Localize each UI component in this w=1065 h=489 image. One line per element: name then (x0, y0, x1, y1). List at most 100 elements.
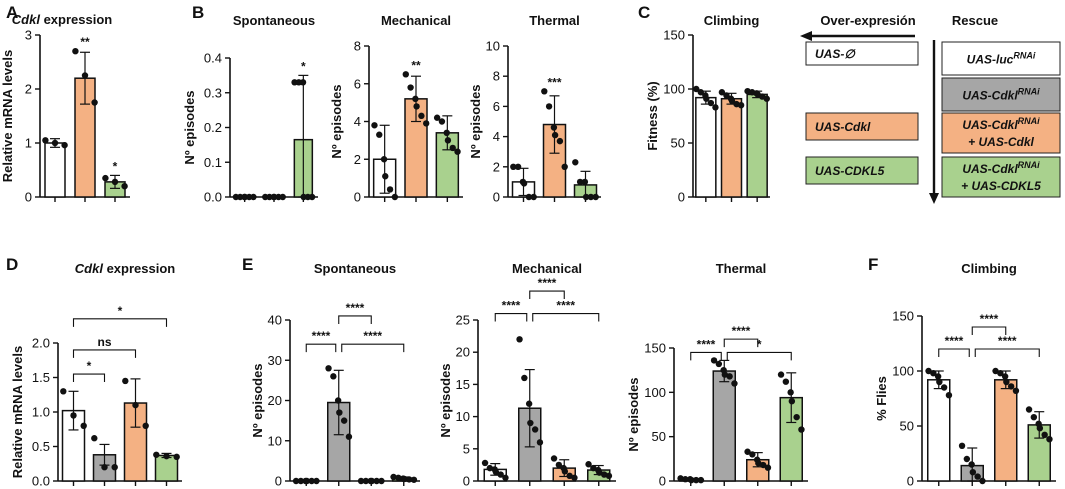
b2-ytick-label: 0 (354, 190, 361, 205)
b2-ytick-label: 2 (354, 152, 361, 167)
b2-point (386, 186, 394, 193)
a-title: Cdkl expression (12, 12, 112, 27)
a-ytick-label: 2 (25, 82, 32, 97)
b3-ytick-label: 4 (493, 129, 500, 144)
e2-ytick-label: 0 (463, 474, 470, 489)
e1-point (357, 477, 365, 485)
e2-point (585, 461, 592, 468)
c-ytick-label: 0 (678, 190, 685, 205)
b3-point (582, 193, 590, 201)
f-point (925, 367, 932, 375)
e2-ytick-label: 25 (456, 313, 470, 328)
e2-bracket-2 (532, 313, 600, 322)
b1-ytick-label: 0.0 (204, 190, 222, 205)
legend-overexpression-title: Over-expresión (820, 13, 915, 28)
e2-point (605, 472, 613, 480)
c-bar-0 (695, 96, 717, 198)
c-ytick-label: 100 (663, 82, 685, 97)
f-title: Climbing (961, 261, 1017, 276)
e2-point (502, 474, 509, 481)
e1-ytick-label: 0 (275, 474, 282, 489)
e3-bracket-label-1: **** (732, 324, 751, 338)
e1-bracket-label-0: **** (312, 329, 331, 343)
b2-point (444, 137, 452, 144)
d-point (91, 435, 98, 442)
legend-rescue-title: Rescue (952, 13, 998, 28)
b2-ytick-label: 6 (354, 76, 361, 91)
b2-ytick-label: 8 (354, 39, 361, 54)
b1-title: Spontaneous (233, 13, 315, 28)
e1-ylabel: Nº episodes (250, 363, 265, 437)
f-bracket-label-0: **** (945, 334, 964, 348)
e2-point (571, 474, 578, 481)
legend-rescue-label-1: UAS-CdklRNAi (962, 87, 1040, 103)
b2-ylabel: Nº episodes (329, 84, 344, 158)
e1-point (368, 477, 376, 485)
d-bracket-1 (72, 349, 137, 358)
a-ytick-label: 3 (25, 28, 32, 43)
f-point (1003, 378, 1010, 386)
legend-rescue-label-2: UAS-CdklRNAi (962, 116, 1040, 132)
e2-ylabel: Nº episodes (438, 363, 453, 437)
legend-rescue-box-2 (941, 112, 1061, 154)
e1-bracket-1 (338, 315, 372, 324)
c-point (718, 89, 726, 96)
rescue-arrowhead (929, 193, 939, 204)
b1-ytick-label: 0.1 (204, 155, 222, 170)
b3-ytick-label: 10 (486, 39, 500, 54)
e3-point (787, 389, 794, 396)
e2-ytick-label: 20 (456, 345, 470, 360)
c-point (728, 97, 736, 105)
f-point (934, 373, 942, 380)
e1-ytick-label: 30 (268, 353, 282, 368)
e3-point (731, 380, 738, 387)
panel-letter-a: A (6, 3, 18, 22)
f-bracket-2 (974, 348, 1040, 357)
f-ytick-label: 0 (907, 474, 914, 489)
d-ytick-label: 1.0 (32, 405, 50, 420)
a-point (91, 99, 98, 106)
e3-title: Thermal (716, 261, 767, 276)
e2-point (555, 461, 563, 469)
b2-point (443, 129, 450, 137)
d-point (80, 422, 87, 429)
a-sig-2: * (113, 159, 118, 173)
a-point (81, 72, 89, 79)
e1-point (308, 477, 315, 485)
e2-point (550, 455, 558, 462)
b3-sig-1: *** (547, 75, 561, 89)
b1-ytick-label: 0.2 (204, 120, 222, 135)
e3-ytick-label: 50 (652, 429, 666, 444)
e3-point (782, 378, 790, 385)
f-point (1036, 425, 1044, 432)
f-point (940, 384, 948, 391)
e3-bracket-1 (723, 338, 759, 348)
f-ylabel: % Flies (874, 376, 889, 421)
e3-point (744, 448, 751, 455)
e1-point (313, 477, 320, 485)
b3-point (561, 163, 568, 170)
c-title: Climbing (704, 13, 760, 28)
b3-point (510, 163, 517, 170)
e2-bracket-label-1: **** (538, 276, 557, 290)
e1-point (325, 365, 332, 372)
e1-point (410, 476, 418, 483)
legend-overexpression-label-1: UAS-Cdkl (815, 120, 871, 134)
b1-point (279, 193, 286, 201)
e3-point (697, 476, 705, 484)
a-point (42, 137, 49, 144)
a-sig-1: ** (80, 35, 90, 49)
e2-ytick-label: 15 (456, 377, 470, 392)
e3-point (677, 475, 684, 482)
b3-title: Thermal (529, 13, 580, 28)
f-bracket-label-1: **** (980, 312, 999, 326)
b2-point (423, 120, 430, 127)
a-ytick-label: 1 (25, 136, 32, 151)
e3-ylabel: Nº episodes (626, 377, 641, 451)
f-point (1041, 431, 1048, 438)
b3-ytick-label: 8 (493, 69, 500, 84)
b3-point (556, 137, 564, 145)
b3-point (592, 193, 599, 201)
legend-overexpression-box-1 (805, 112, 919, 141)
e2-point (566, 472, 573, 480)
